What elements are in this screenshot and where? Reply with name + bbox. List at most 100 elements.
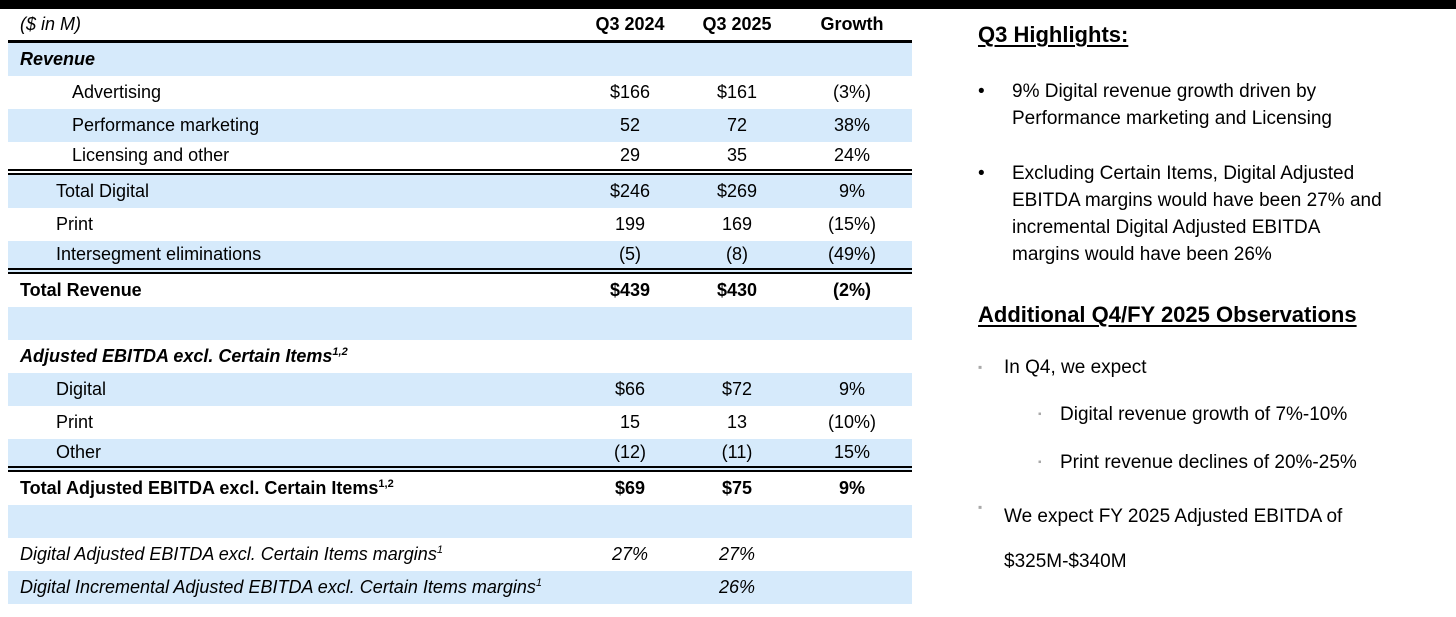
- cell-q3-2025: (8): [682, 241, 792, 274]
- row-intersegment-eliminations: Intersegment eliminations (5) (8) (49%): [8, 241, 912, 274]
- bullet-text: Print revenue declines of 20%-25%: [1060, 452, 1357, 473]
- cell-growth: (10%): [827, 412, 876, 432]
- row-label: Adjusted EBITDA excl. Certain Items1,2: [20, 346, 348, 366]
- cell-q3-2025: 26%: [682, 571, 792, 604]
- row-label: Revenue: [8, 43, 578, 76]
- row-label: Total Digital: [8, 175, 578, 208]
- cell-q3-2025: $161: [716, 82, 758, 102]
- bullet-text: Digital revenue growth of 7%-10%: [1060, 404, 1348, 425]
- list-item: ▪ Digital revenue growth of 7%-10%: [1038, 401, 1450, 428]
- cell-growth: 15%: [792, 439, 912, 472]
- header-growth: Growth: [792, 9, 912, 43]
- cell-growth: 9%: [792, 175, 912, 208]
- row-print-revenue: Print 199 169 (15%): [8, 208, 912, 241]
- square-bullet-icon: ▪: [978, 360, 983, 374]
- row-label: Digital Incremental Adjusted EBITDA excl…: [8, 571, 578, 604]
- q4-observations-title: Additional Q4/FY 2025 Observations: [978, 302, 1357, 327]
- cell-q3-2024: 52: [578, 109, 682, 142]
- q3-highlights-title: Q3 Highlights:: [978, 22, 1129, 47]
- highlights-panel: Q3 Highlights: • 9% Digital revenue grow…: [978, 22, 1450, 584]
- bullet-text: In Q4, we expect: [1004, 357, 1147, 378]
- cell-q3-2024: [578, 571, 682, 604]
- q3-highlights-list: • 9% Digital revenue growth driven by Pe…: [978, 78, 1450, 268]
- q4-observations-list: ▪ In Q4, we expect ▪ Digital revenue gro…: [978, 354, 1450, 584]
- row-total-adjusted-ebitda: Total Adjusted EBITDA excl. Certain Item…: [8, 472, 912, 505]
- cell-q3-2024: $166: [609, 82, 651, 102]
- footnote-superscript: 1: [436, 544, 443, 556]
- footnote-superscript: 1,2: [378, 478, 394, 490]
- row-performance-marketing: Performance marketing 52 72 38%: [8, 109, 912, 142]
- cell-q3-2024: 27%: [611, 544, 649, 564]
- row-total-digital: Total Digital $246 $269 9%: [8, 175, 912, 208]
- cell-q3-2025: 13: [726, 412, 748, 432]
- cell-growth: [792, 571, 912, 604]
- round-bullet-icon: •: [978, 163, 985, 184]
- square-bullet-icon: ▪: [1038, 457, 1042, 468]
- cell-growth: 9%: [792, 373, 912, 406]
- top-black-bar: [0, 0, 1456, 9]
- row-licensing-and-other: Licensing and other 29 35 24%: [8, 142, 912, 175]
- cell-q3-2024: (5): [578, 241, 682, 274]
- row-total-revenue: Total Revenue $439 $430 (2%): [8, 274, 912, 307]
- row-spacer: [8, 505, 912, 538]
- row-other-ebitda: Other (12) (11) 15%: [8, 439, 912, 472]
- cell-growth: (49%): [792, 241, 912, 274]
- list-item: • Excluding Certain Items, Digital Adjus…: [978, 160, 1450, 268]
- cell-q3-2024: 29: [578, 142, 682, 175]
- bullet-text: 9% Digital revenue growth driven by Perf…: [1012, 81, 1333, 129]
- cell-growth: (3%): [832, 82, 871, 102]
- row-label: Digital: [8, 373, 578, 406]
- cell-q3-2025: 27%: [718, 544, 756, 564]
- cell-q3-2025: $75: [721, 478, 753, 498]
- round-bullet-icon: •: [978, 81, 985, 102]
- bullet-text: We expect FY 2025 Adjusted EBITDA of $32…: [1004, 506, 1343, 572]
- cell-q3-2025: $430: [716, 280, 758, 300]
- cell-growth: 38%: [792, 109, 912, 142]
- row-label: Intersegment eliminations: [8, 241, 578, 274]
- row-digital-ebitda: Digital $66 $72 9%: [8, 373, 912, 406]
- row-label: Licensing and other: [8, 142, 578, 175]
- cell-q3-2025: $269: [682, 175, 792, 208]
- cell-growth: [792, 538, 912, 571]
- cell-q3-2025: (11): [682, 439, 792, 472]
- list-item: ▪ Print revenue declines of 20%-25%: [1038, 449, 1450, 476]
- bullet-text: Excluding Certain Items, Digital Adjuste…: [1012, 163, 1382, 265]
- row-label: Print: [56, 412, 94, 432]
- cell-q3-2024: $246: [578, 175, 682, 208]
- square-bullet-icon: ▪: [978, 500, 983, 514]
- row-label: Print: [56, 214, 94, 234]
- cell-growth: (2%): [832, 280, 871, 300]
- cell-q3-2024: $69: [614, 478, 646, 498]
- row-label: Total Adjusted EBITDA excl. Certain Item…: [20, 478, 394, 498]
- row-label: Total Revenue: [20, 280, 142, 300]
- header-q3-2024: Q3 2024: [578, 9, 682, 43]
- row-print-ebitda: Print 15 13 (10%): [8, 406, 912, 439]
- cell-q3-2024: 15: [619, 412, 641, 432]
- cell-q3-2025: 35: [682, 142, 792, 175]
- square-bullet-icon: ▪: [1038, 409, 1042, 420]
- footnote-superscript: 1,2: [332, 346, 348, 358]
- financial-results-table: ($ in M) Q3 2024 Q3 2025 Growth Revenue …: [8, 9, 912, 604]
- footnote-superscript: 1: [535, 577, 542, 589]
- cell-q3-2025: 72: [682, 109, 792, 142]
- row-spacer: [8, 307, 912, 340]
- header-units-label: ($ in M): [8, 9, 578, 43]
- row-digital-incremental-margins: Digital Incremental Adjusted EBITDA excl…: [8, 571, 912, 604]
- cell-q3-2024: 199: [614, 214, 646, 234]
- cell-q3-2024: $66: [578, 373, 682, 406]
- row-label: Advertising: [72, 82, 162, 102]
- cell-q3-2025: $72: [682, 373, 792, 406]
- row-adjusted-ebitda-section: Adjusted EBITDA excl. Certain Items1,2: [8, 340, 912, 373]
- header-q3-2025: Q3 2025: [682, 9, 792, 43]
- row-revenue-section: Revenue: [8, 43, 912, 76]
- cell-q3-2024: $439: [609, 280, 651, 300]
- cell-q3-2024: (12): [578, 439, 682, 472]
- row-advertising: Advertising $166 $161 (3%): [8, 76, 912, 109]
- cell-growth: 24%: [792, 142, 912, 175]
- row-label: Performance marketing: [8, 109, 578, 142]
- cell-growth: 9%: [838, 478, 865, 498]
- list-item: ▪ We expect FY 2025 Adjusted EBITDA of $…: [978, 494, 1450, 584]
- cell-growth: (15%): [827, 214, 876, 234]
- table-header-row: ($ in M) Q3 2024 Q3 2025 Growth: [8, 9, 912, 43]
- list-item: • 9% Digital revenue growth driven by Pe…: [978, 78, 1450, 132]
